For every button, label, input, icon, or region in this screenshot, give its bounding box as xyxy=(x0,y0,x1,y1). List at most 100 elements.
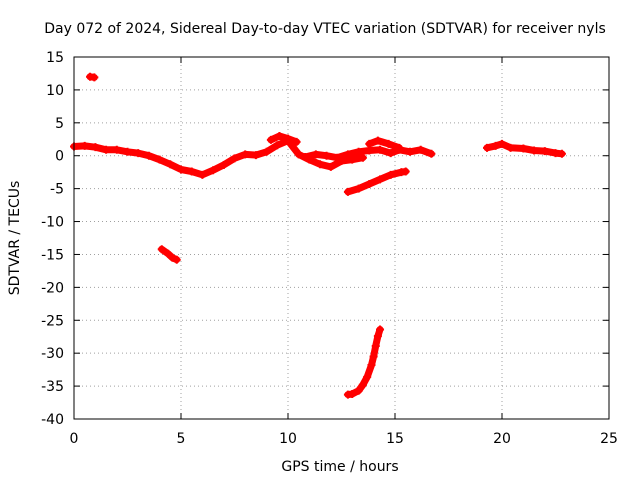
series-upper-mid-branch xyxy=(365,136,404,152)
data-point xyxy=(177,165,185,174)
x-tick-label: 10 xyxy=(279,431,297,447)
data-point xyxy=(354,184,363,193)
data-point xyxy=(376,325,385,334)
data-point xyxy=(416,145,425,154)
series-band xyxy=(365,137,403,152)
data-layer xyxy=(70,72,566,399)
y-tick-label: -40 xyxy=(41,412,64,428)
grid-layer xyxy=(74,57,609,419)
data-point xyxy=(241,150,250,159)
data-point xyxy=(401,167,410,176)
data-point xyxy=(157,245,166,254)
series-mid-branch xyxy=(301,145,436,162)
data-point xyxy=(284,134,292,143)
y-tick-label: -20 xyxy=(41,280,64,296)
x-axis-label: GPS time / hours xyxy=(281,459,398,475)
x-tick-label: 5 xyxy=(177,431,186,447)
data-point xyxy=(376,175,385,184)
y-tick-label: 10 xyxy=(46,83,64,99)
data-point xyxy=(168,253,177,262)
data-point xyxy=(230,154,239,163)
data-point xyxy=(373,136,382,145)
data-point xyxy=(369,352,378,361)
data-point xyxy=(198,170,207,179)
data-point xyxy=(326,162,335,171)
data-point xyxy=(365,180,374,189)
series-band xyxy=(70,137,367,179)
data-point xyxy=(316,160,325,169)
data-point xyxy=(91,143,100,152)
y-tick-label: -15 xyxy=(41,247,64,263)
data-point xyxy=(427,149,436,158)
chart-title: Day 072 of 2024, Sidereal Day-to-day VTE… xyxy=(44,21,606,37)
data-point xyxy=(187,167,196,176)
y-tick-label: 15 xyxy=(46,50,64,66)
data-point xyxy=(343,187,352,196)
data-point xyxy=(301,153,310,162)
tick-layer: 0 5 10 15 20 25 15 10 5 0 -5 -10 -15 -20 -25 -30 -35 -40 xyxy=(41,50,618,447)
data-point xyxy=(540,147,549,156)
x-tick-label: 15 xyxy=(386,431,404,447)
data-point xyxy=(333,153,342,162)
series-deep-trace xyxy=(343,325,385,399)
data-point xyxy=(80,141,89,150)
data-point xyxy=(134,149,143,158)
data-point xyxy=(209,166,218,175)
data-point xyxy=(294,150,303,159)
series-low-branch xyxy=(343,167,410,196)
data-point xyxy=(219,160,228,169)
data-point xyxy=(348,155,357,164)
data-point xyxy=(275,131,284,140)
data-point xyxy=(363,372,372,381)
data-point xyxy=(322,151,331,160)
series-mid-low-drop xyxy=(157,245,181,264)
data-point xyxy=(371,341,380,350)
data-point xyxy=(273,141,282,150)
data-point xyxy=(311,150,320,159)
x-tick-label: 25 xyxy=(600,431,618,447)
data-point xyxy=(123,147,132,156)
data-point xyxy=(348,389,357,398)
series-outlier-top xyxy=(86,72,99,82)
data-point xyxy=(358,153,367,162)
data-point xyxy=(292,137,301,146)
series-main-trace-1 xyxy=(70,136,367,179)
data-point xyxy=(506,143,515,152)
data-point xyxy=(365,139,374,148)
data-point xyxy=(530,146,539,155)
series-band xyxy=(344,326,384,399)
data-point xyxy=(262,147,271,156)
data-point xyxy=(358,380,367,389)
data-point xyxy=(376,145,385,154)
series-band xyxy=(267,132,301,146)
data-point xyxy=(102,145,111,154)
data-point xyxy=(354,147,363,156)
data-point xyxy=(155,155,164,164)
data-point xyxy=(343,150,352,159)
data-point xyxy=(266,135,275,144)
data-point xyxy=(498,139,506,148)
data-point xyxy=(112,145,121,154)
data-point xyxy=(386,149,395,158)
data-point xyxy=(384,139,393,148)
data-point xyxy=(166,160,175,169)
data-point xyxy=(405,147,414,156)
y-tick-label: -25 xyxy=(41,313,64,329)
y-tick-label: -10 xyxy=(41,215,64,231)
data-point xyxy=(483,143,492,152)
data-point xyxy=(367,361,376,370)
y-tick-label: -5 xyxy=(50,182,64,198)
plot-frame xyxy=(73,56,610,420)
series-upper-branch xyxy=(266,131,301,146)
y-tick-label: 5 xyxy=(55,116,64,132)
x-tick-label: 20 xyxy=(493,431,511,447)
data-point xyxy=(354,386,363,395)
data-point xyxy=(519,144,528,153)
data-point xyxy=(557,149,566,158)
x-tick-label: 0 xyxy=(70,431,79,447)
data-point xyxy=(90,73,99,82)
data-point xyxy=(144,151,153,160)
data-point xyxy=(251,151,260,160)
